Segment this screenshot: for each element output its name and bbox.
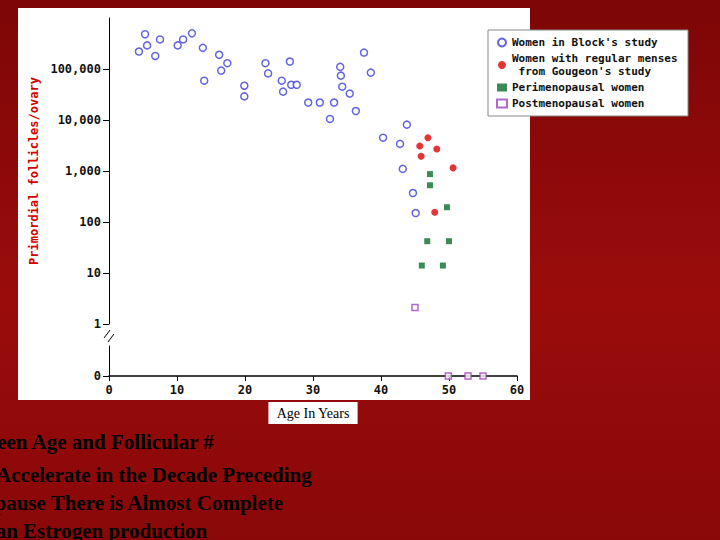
svg-text:10: 10 <box>87 266 101 280</box>
svg-text:Postmenopausal women: Postmenopausal women <box>512 97 644 110</box>
svg-text:1: 1 <box>94 317 101 331</box>
svg-text:100,000: 100,000 <box>50 62 101 76</box>
svg-text:Women with regular menses: Women with regular menses <box>512 52 678 65</box>
svg-text:Menopause – In the Menopause T: Menopause – In the Menopause There is Al… <box>0 491 283 515</box>
svg-text:from Gougeon's study: from Gougeon's study <box>512 65 651 78</box>
svg-text:60: 60 <box>510 383 524 397</box>
svg-text:Follicle Depletion Appears to: Follicle Depletion Appears to Accelerate… <box>0 463 312 487</box>
svg-text:Primordial follicles/ovary: Primordial follicles/ovary <box>27 77 41 265</box>
svg-text:0: 0 <box>94 369 101 383</box>
svg-text:The Relation Between Age and F: The Relation Between Age and Follicular … <box>0 430 214 454</box>
svg-text:Perimenopausal women: Perimenopausal women <box>512 81 644 94</box>
svg-text:Women in Block's study: Women in Block's study <box>512 36 658 49</box>
svg-text:20: 20 <box>238 383 252 397</box>
svg-text:Age In Years: Age In Years <box>277 406 350 421</box>
svg-text:1,000: 1,000 <box>65 164 101 178</box>
svg-text:Cesation of Ovarian Estrogen p: Cesation of Ovarian Estrogen production <box>0 519 208 540</box>
svg-text:40: 40 <box>374 383 388 397</box>
svg-text:30: 30 <box>306 383 320 397</box>
svg-text:10,000: 10,000 <box>58 113 101 127</box>
svg-text:50: 50 <box>442 383 456 397</box>
svg-text:0: 0 <box>105 383 112 397</box>
svg-text:10: 10 <box>170 383 184 397</box>
svg-text:100: 100 <box>79 215 101 229</box>
